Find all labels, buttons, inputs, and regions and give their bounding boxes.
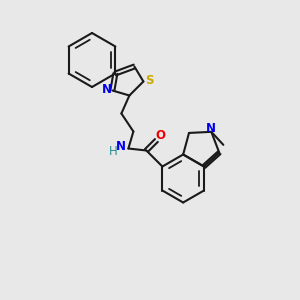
Text: S: S — [145, 74, 154, 87]
Text: O: O — [155, 129, 165, 142]
Text: N: N — [206, 122, 216, 135]
Text: N: N — [116, 140, 125, 153]
Text: H: H — [109, 145, 118, 158]
Text: N: N — [101, 83, 111, 96]
